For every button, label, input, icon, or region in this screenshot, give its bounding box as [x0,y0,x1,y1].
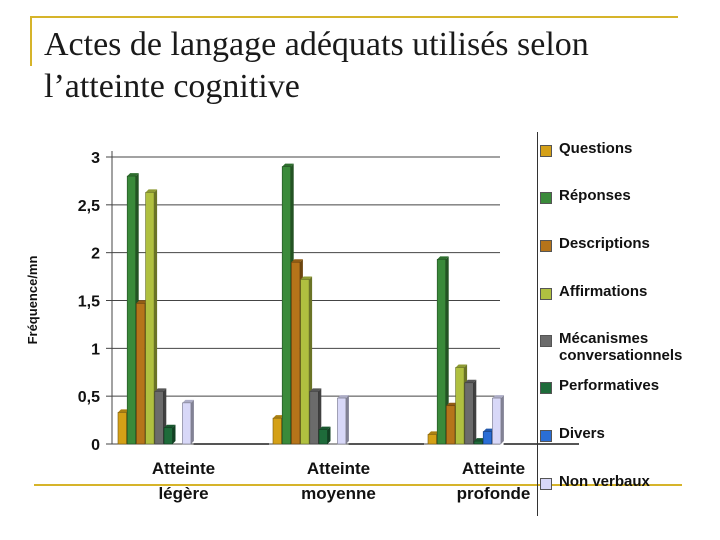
bar-top [455,364,468,368]
bottom-border-line [34,484,682,486]
y-tick-label: 2 [91,246,100,263]
bar-top [145,189,158,193]
bar-top [127,173,139,177]
bar-top [474,438,486,442]
bar-side [473,379,477,444]
legend-label: Divers [559,425,605,442]
bar [136,303,146,445]
bar [117,412,127,445]
y-tick-label: 1,5 [78,294,100,311]
bar [309,391,319,445]
bar-top [309,388,322,392]
legend-swatch [540,288,552,300]
bar-top [300,276,313,280]
bar [154,391,164,445]
y-tick-label: 0,5 [78,389,100,406]
top-border-line [30,16,678,18]
legend-label: Descriptions [559,235,650,252]
legend-item: Réponses [540,187,711,204]
legend-swatch [540,478,552,490]
bar [126,175,136,445]
bar [492,397,502,445]
bar [464,382,474,445]
bar-top [483,428,495,432]
bar [272,417,282,445]
bar [436,259,447,445]
bar [337,397,347,445]
bar [473,440,483,445]
legend-label: Performatives [559,377,660,394]
bar [182,402,192,445]
legend-item: Non verbaux [540,473,711,490]
legend-item: Divers [540,425,711,442]
slide-title: Actes de langage adéquats utilisés selon… [44,24,684,108]
legend-swatch [540,192,552,204]
y-tick-label: 1 [91,341,100,358]
bar-top [164,424,176,428]
legend-swatch [540,240,552,252]
legend-label: Questions [559,140,633,157]
bar-top [464,379,477,383]
bar-side [445,256,449,444]
bar-top [136,300,148,304]
bar [427,434,437,445]
bar-top [319,426,331,430]
y-tick-label: 2,5 [78,198,100,215]
title-accent-line [30,16,32,66]
bar [291,261,301,445]
bar-side [172,424,176,444]
bar-top [273,415,285,419]
legend-separator [537,132,538,516]
legend-swatch [540,145,552,157]
legend-item: Performatives [540,377,711,394]
x-category-label-line-2: profonde [457,484,531,503]
bar-top [446,402,458,406]
x-category-label-line-2: légère [158,484,208,503]
x-category-label-line-1: Atteinte [462,459,525,478]
y-tick-label: 0 [91,437,100,454]
bar [281,166,292,445]
y-tick-label: 3 [91,150,100,167]
bar [482,431,493,445]
bar-top [428,431,440,435]
legend-item: Mécanismes conversationnels [540,330,711,364]
bar-side [190,399,194,444]
legend-label: Mécanismes conversationnels [559,330,683,364]
bar [145,192,155,445]
bar-top [154,388,167,392]
bar-top [337,395,349,399]
bar [318,429,328,445]
bar [163,427,173,445]
bar-side [327,426,331,444]
bar-side [154,189,158,444]
bar [446,405,456,445]
bar-top [282,163,294,167]
bar [300,279,310,445]
x-category-label-line-2: moyenne [301,484,376,503]
legend-item: Descriptions [540,235,711,252]
legend-swatch [540,430,552,442]
bar-top [182,399,194,403]
slide-title-line-1: Actes de langage adéquats utilisés selon [44,26,589,63]
bar [455,367,465,445]
x-category-label-line-1: Atteinte [152,459,215,478]
bar-top [492,395,504,399]
y-axis-label: Fréquence/mn [25,256,40,345]
bar-side [500,395,504,444]
legend-swatch [540,382,552,394]
bar-top [118,409,130,413]
x-category-label-line-1: Atteinte [307,459,370,478]
legend-swatch [540,335,552,347]
legend-label: Réponses [559,187,631,204]
bar-top [437,256,449,260]
legend-item: Questions [540,140,711,157]
bar-top [291,259,303,263]
legend-label: Non verbaux [559,473,650,490]
slide-title-line-2: l’atteinte cognitive [44,68,300,105]
legend-item: Affirmations [540,283,711,300]
bar-side [345,395,349,444]
legend-label: Affirmations [559,283,648,300]
